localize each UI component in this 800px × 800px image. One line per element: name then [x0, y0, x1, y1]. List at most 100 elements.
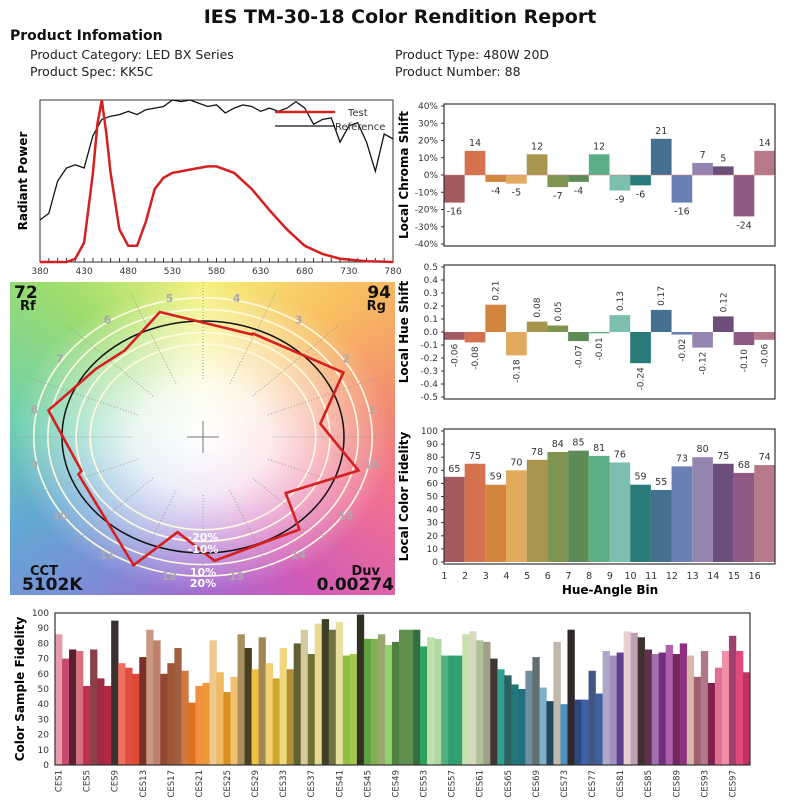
data-label: 75 [717, 451, 729, 462]
bar-ces-47 [377, 634, 386, 765]
bar-ces-40 [328, 629, 337, 765]
bar-ces-79 [602, 651, 610, 765]
bar-ces-34 [286, 669, 294, 765]
x-tick-label: CES69 [532, 770, 542, 798]
x-tick-label: CES9 [111, 770, 121, 792]
duv-label: Duv [351, 564, 380, 579]
y-tick-label: 10 [427, 545, 439, 555]
y-tick-label: -20% [415, 206, 439, 216]
data-label: 0.13 [616, 291, 626, 311]
x-tick-label: CES21 [195, 770, 205, 798]
bar-ces-39 [321, 619, 330, 765]
bar-bin-7 [568, 332, 589, 342]
bar-bin-12 [671, 175, 693, 203]
y-tick-label: 0.0 [424, 328, 439, 338]
bar-bin-16 [754, 332, 775, 340]
report-title: IES TM-30-18 Color Rendition Report [203, 6, 597, 28]
bar-ces-22 [202, 682, 210, 765]
y-tick-label: -0.3 [420, 367, 438, 377]
bar-ces-85 [644, 649, 653, 765]
bar-ces-42 [342, 655, 351, 765]
x-tick-label: 580 [208, 267, 225, 277]
bar-ces-89 [672, 654, 681, 765]
data-label: 59 [490, 472, 502, 483]
data-label: 70 [510, 457, 522, 468]
bin-divider [252, 325, 338, 397]
bar-ces-87 [658, 652, 667, 765]
bar-bin-14 [712, 316, 734, 332]
x-tick-label: CES73 [560, 770, 570, 798]
y-tick-label: 40 [427, 506, 439, 516]
bar-ces-46 [370, 638, 379, 765]
bar-bin-3 [485, 175, 507, 182]
bar-ces-97 [728, 635, 737, 765]
data-label: 59 [634, 472, 646, 483]
bar-ces-77 [588, 670, 596, 765]
x-tick-label: 730 [340, 267, 357, 277]
bar-bin-9 [609, 175, 631, 191]
bar-ces-7 [97, 678, 105, 765]
bin-label: 4 [233, 292, 241, 305]
bar-ces-33 [279, 647, 287, 765]
cct-value: 5102K [22, 575, 83, 595]
data-label: -0.24 [637, 367, 647, 391]
data-label: 14 [469, 138, 481, 149]
bar-ces-72 [553, 641, 561, 765]
bin-divider [129, 292, 177, 384]
y-tick-label: 20% [418, 137, 438, 147]
x-tick-label: 680 [296, 267, 313, 277]
bar-bin-16 [754, 465, 775, 562]
x-tick-label: 6 [545, 571, 551, 582]
x-tick-label: CES89 [672, 770, 682, 798]
bar-ces-62 [483, 641, 491, 765]
bar-ces-38 [314, 623, 323, 765]
ring-label: -10% [188, 543, 219, 556]
data-label: 0.12 [719, 292, 729, 312]
bar-bin-13 [692, 332, 713, 348]
x-tick-label: 12 [666, 571, 678, 582]
y-tick-label: 0 [43, 761, 49, 771]
bar-bin-11 [650, 309, 672, 332]
bar-ces-92 [693, 676, 702, 765]
bin-label: 13 [229, 570, 244, 583]
bar-ces-90 [679, 643, 688, 765]
bar-ces-2 [62, 658, 70, 765]
x-tick-label: 10 [624, 571, 636, 582]
bar-bin-10 [630, 332, 651, 364]
data-label: 12 [531, 141, 543, 152]
data-label: -16 [447, 207, 463, 218]
bin-divider [267, 376, 380, 416]
bar-ces-44 [356, 614, 365, 765]
x-tick-label: CES5 [83, 770, 93, 792]
data-label: 85 [572, 438, 584, 449]
bar-ces-64 [497, 669, 505, 765]
product-type: Product Type: 480W 20D [395, 47, 550, 62]
bin-label: 9 [30, 459, 38, 472]
y-tick-label: -0.4 [420, 380, 438, 390]
bar-ces-20 [188, 702, 196, 765]
bar-bin-11 [650, 138, 672, 175]
bar-ces-50 [398, 629, 407, 765]
bar-ces-93 [700, 651, 709, 765]
x-tick-label: CES85 [644, 770, 654, 798]
data-label: -0.08 [471, 346, 481, 370]
y-tick-label: 0.1 [424, 315, 438, 325]
y-tick-label: 100 [32, 609, 49, 619]
y-tick-label: 30 [427, 519, 439, 529]
x-tick-label: CES37 [307, 770, 317, 798]
bar-ces-98 [735, 651, 744, 765]
bar-ces-52 [413, 629, 421, 765]
bar-ces-76 [581, 699, 589, 765]
y-tick-label: 90 [38, 624, 50, 634]
bar-ces-8 [104, 685, 112, 765]
product-spec: Product Spec: KK5C [30, 64, 154, 79]
y-tick-label: 40 [38, 700, 50, 710]
y-tick-label: 60 [38, 670, 50, 680]
x-tick-label: CES41 [335, 770, 345, 798]
data-label: -0.10 [740, 349, 750, 373]
y-tick-label: 50 [38, 685, 50, 695]
x-tick-label: 5 [524, 571, 530, 582]
bar-bin-5 [526, 154, 548, 175]
bar-bin-9 [609, 462, 631, 562]
